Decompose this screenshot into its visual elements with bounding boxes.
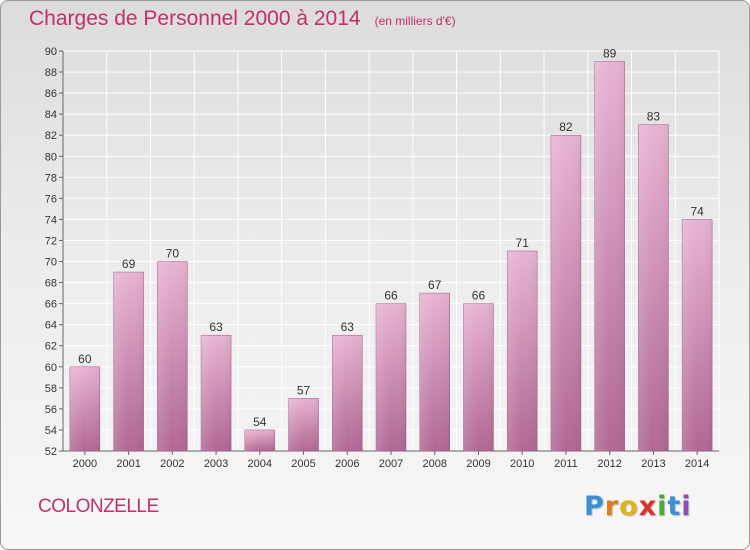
- axes: 52 54 56 58 60 62 64 66 68 70 72 74 76 78 80 82 84 86 88 90…: [45, 46, 719, 470]
- bar-shine: [244, 429, 275, 451]
- y-tick-label: 78: [45, 172, 57, 184]
- bar-shine: [376, 303, 406, 451]
- y-tick-label: 52: [45, 446, 57, 458]
- y-tick-label: 72: [45, 235, 57, 247]
- bar-shine: [201, 335, 232, 451]
- data-label: 71: [516, 236, 530, 250]
- y-tick-label: 68: [45, 278, 57, 290]
- data-label: 83: [647, 110, 661, 124]
- data-label: 67: [428, 278, 442, 292]
- y-tick-label: 82: [45, 130, 57, 142]
- y-tick-label: 60: [45, 362, 57, 374]
- logo-letter: i: [681, 491, 692, 522]
- x-tick-label: 2007: [379, 458, 403, 470]
- x-tick-label: 2001: [116, 458, 140, 470]
- x-tick-label: 2011: [554, 458, 578, 470]
- commune-name: COLONZELLE: [38, 496, 159, 517]
- x-tick-label: 2006: [335, 458, 359, 470]
- data-label: 66: [384, 289, 398, 303]
- y-tick-label: 86: [45, 88, 57, 100]
- chart-subtitle: (en milliers d'€): [374, 14, 456, 28]
- bar-shine: [113, 272, 144, 451]
- bar-shine: [419, 293, 450, 451]
- y-tick-label: 74: [45, 214, 57, 226]
- x-tick-label: 2010: [510, 458, 534, 470]
- x-tick-label: 2002: [160, 458, 184, 470]
- bar-shine: [638, 124, 669, 452]
- chart-title-text: Charges de Personnel 2000 à 2014: [29, 7, 361, 30]
- y-tick-label: 84: [45, 109, 57, 121]
- proxiti-logo: Proxiti: [584, 491, 692, 522]
- data-label: 60: [78, 352, 92, 366]
- bar-shine: [594, 61, 625, 452]
- x-tick-label: 2000: [73, 458, 97, 470]
- y-tick-label: 88: [45, 67, 57, 79]
- bars: [69, 61, 713, 452]
- data-label: 69: [122, 257, 136, 271]
- bar-shine: [550, 135, 581, 452]
- data-label: 89: [603, 47, 617, 61]
- data-labels: 60 69 70 63 54 57 63 66 67 66 71 82 89 83 74: [78, 47, 704, 429]
- chart-title: Charges de Personnel 2000 à 2014 (en mill…: [29, 7, 456, 31]
- x-tick-label: 2009: [466, 458, 490, 470]
- y-tick-label: 64: [45, 320, 57, 332]
- y-tick-label: 90: [45, 46, 57, 58]
- logo-letter: P: [584, 491, 605, 522]
- data-label: 57: [297, 383, 311, 397]
- logo-letter: x: [638, 491, 658, 522]
- bar-shine: [682, 219, 713, 451]
- data-label: 82: [559, 120, 573, 134]
- bar-shine: [69, 366, 100, 451]
- y-tick-label: 66: [45, 299, 57, 311]
- bar-shine: [288, 398, 319, 451]
- bar-shine: [507, 251, 538, 451]
- x-tick-label: 2014: [685, 458, 709, 470]
- data-label: 63: [209, 320, 223, 334]
- bar-shine: [332, 335, 363, 451]
- bar-shine: [157, 261, 188, 451]
- y-tick-label: 76: [45, 193, 57, 205]
- y-tick-label: 62: [45, 341, 57, 353]
- x-tick-label: 2005: [291, 458, 315, 470]
- x-tick-label: 2013: [641, 458, 665, 470]
- data-label: 66: [472, 289, 486, 303]
- data-label: 70: [166, 247, 180, 261]
- y-tick-label: 56: [45, 404, 57, 416]
- y-tick-label: 70: [45, 257, 57, 269]
- logo-letter: t: [667, 491, 682, 522]
- bar-shine: [463, 303, 494, 451]
- y-tick-label: 80: [45, 151, 57, 163]
- x-tick-label: 2012: [597, 458, 621, 470]
- x-tick-label: 2003: [204, 458, 228, 470]
- logo-letter: r: [604, 491, 620, 522]
- x-tick-label: 2008: [422, 458, 446, 470]
- data-label: 63: [341, 320, 355, 334]
- data-label: 74: [690, 204, 704, 218]
- y-tick-label: 58: [45, 383, 57, 395]
- logo-letter: o: [619, 491, 639, 522]
- logo-letter: i: [657, 491, 668, 522]
- y-tick-label: 54: [45, 425, 57, 437]
- data-label: 54: [253, 415, 267, 429]
- x-tick-label: 2004: [248, 458, 272, 470]
